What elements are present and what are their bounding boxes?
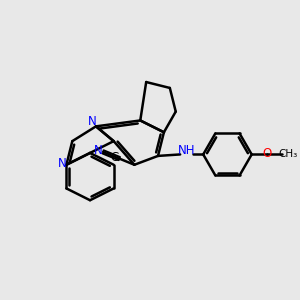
Text: C: C <box>110 151 119 164</box>
Text: O: O <box>262 147 272 160</box>
Text: NH: NH <box>178 144 195 158</box>
Text: N: N <box>88 115 97 128</box>
Text: N: N <box>94 144 103 157</box>
Text: CH₃: CH₃ <box>278 149 297 159</box>
Text: N: N <box>58 158 66 170</box>
